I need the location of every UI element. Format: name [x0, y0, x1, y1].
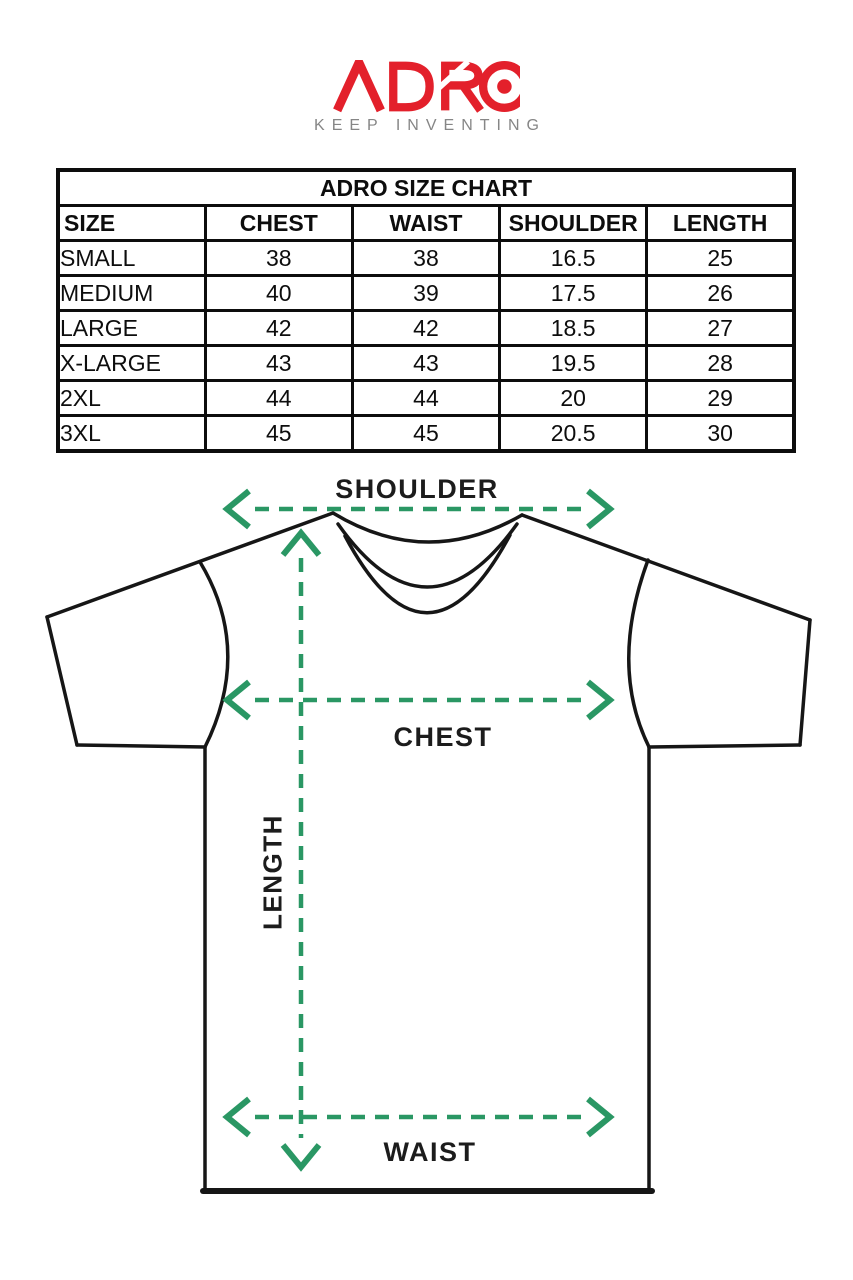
length-cell: 28 [645, 344, 796, 382]
table-row: 2XL 44 44 20 29 [56, 379, 796, 417]
waist-cell: 39 [350, 274, 502, 312]
length-cell: 26 [645, 274, 796, 312]
chest-cell: 44 [203, 379, 354, 417]
shoulder-label: SHOULDER [335, 474, 499, 504]
collar [331, 511, 524, 615]
right-armhole [627, 558, 651, 749]
table-row: LARGE 42 42 18.5 27 [56, 309, 796, 347]
waist-label: WAIST [383, 1137, 477, 1167]
right-sleeve-bottom [647, 743, 802, 749]
logo-r-cut [433, 60, 470, 93]
column-header-chest: CHEST [203, 204, 354, 242]
left-sleeve-bottom [75, 743, 207, 749]
table-row: X-LARGE 43 43 19.5 28 [56, 344, 796, 382]
table-row: 3XL 45 45 20.5 30 [56, 414, 796, 453]
brand-tagline: KEEP INVENTING [314, 117, 546, 134]
chest-arrow [222, 679, 615, 721]
waist-cell: 45 [350, 414, 502, 453]
table-row: SMALL 38 38 16.5 25 [56, 239, 796, 277]
size-cell: MEDIUM [56, 274, 207, 312]
column-header-waist: WAIST [350, 204, 502, 242]
arrow-left-icon [222, 1096, 251, 1138]
shoulder-cell: 17.5 [498, 274, 649, 312]
waist-cell: 38 [350, 239, 502, 277]
left-sleeve-cuff [45, 615, 79, 747]
arrow-right-icon [586, 488, 615, 530]
length-cell: 30 [645, 414, 796, 453]
logo-letter-d [389, 61, 434, 112]
column-header-size: SIZE [56, 204, 207, 242]
left-armhole [198, 560, 230, 749]
table-title-row: ADRO SIZE CHART [56, 168, 796, 207]
waist-cell: 44 [350, 379, 502, 417]
waist-cell: 42 [350, 309, 502, 347]
length-arrow [280, 528, 322, 1172]
adro-wordmark-icon [333, 60, 520, 113]
logo-letter-r [441, 61, 484, 113]
tshirt-diagram-svg [45, 488, 812, 1194]
arrow-down-icon [280, 1143, 322, 1172]
shoulder-cell: 19.5 [498, 344, 649, 382]
column-header-length: LENGTH [645, 204, 796, 242]
size-cell: 3XL [56, 414, 207, 453]
chest-cell: 38 [203, 239, 354, 277]
table-row: MEDIUM 40 39 17.5 26 [56, 274, 796, 312]
size-chart-table: ADRO SIZE CHART SIZE CHEST WAIST SHOULDE… [56, 168, 796, 453]
shoulder-cell: 18.5 [498, 309, 649, 347]
chest-cell: 40 [203, 274, 354, 312]
size-cell: LARGE [56, 309, 207, 347]
tshirt-outline [45, 511, 812, 1194]
shoulder-cell: 16.5 [498, 239, 649, 277]
shoulder-arrow [222, 488, 615, 530]
shoulder-cell: 20.5 [498, 414, 649, 453]
length-cell: 25 [645, 239, 796, 277]
logo-letter-a [333, 60, 385, 113]
size-chart-section: ADRO SIZE CHART SIZE CHEST WAIST SHOULDE… [56, 168, 796, 453]
logo-letter-o-dot [497, 79, 512, 94]
shoulder-cell: 20 [498, 379, 649, 417]
right-shoulder-seam [520, 513, 812, 622]
size-chart-title: ADRO SIZE CHART [56, 168, 796, 207]
chest-cell: 43 [203, 344, 354, 382]
arrow-left-icon [222, 488, 251, 530]
column-header-shoulder: SHOULDER [498, 204, 649, 242]
length-cell: 29 [645, 379, 796, 417]
size-cell: SMALL [56, 239, 207, 277]
brand-logo: KEEP INVENTING [0, 60, 853, 135]
chest-label: CHEST [393, 722, 493, 752]
waist-arrow [222, 1096, 615, 1138]
length-label: LENGTH [257, 814, 288, 930]
left-shoulder-seam [45, 511, 335, 619]
chest-cell: 45 [203, 414, 354, 453]
size-cell: 2XL [56, 379, 207, 417]
waist-cell: 43 [350, 344, 502, 382]
arrow-up-icon [280, 528, 322, 557]
chest-cell: 42 [203, 309, 354, 347]
arrow-right-icon [586, 679, 615, 721]
arrow-left-icon [222, 679, 251, 721]
logo-letter-o-ring [478, 61, 520, 112]
right-sleeve-cuff [798, 618, 812, 747]
table-header-row: SIZE CHEST WAIST SHOULDER LENGTH [56, 204, 796, 242]
size-cell: X-LARGE [56, 344, 207, 382]
arrow-right-icon [586, 1096, 615, 1138]
length-cell: 27 [645, 309, 796, 347]
